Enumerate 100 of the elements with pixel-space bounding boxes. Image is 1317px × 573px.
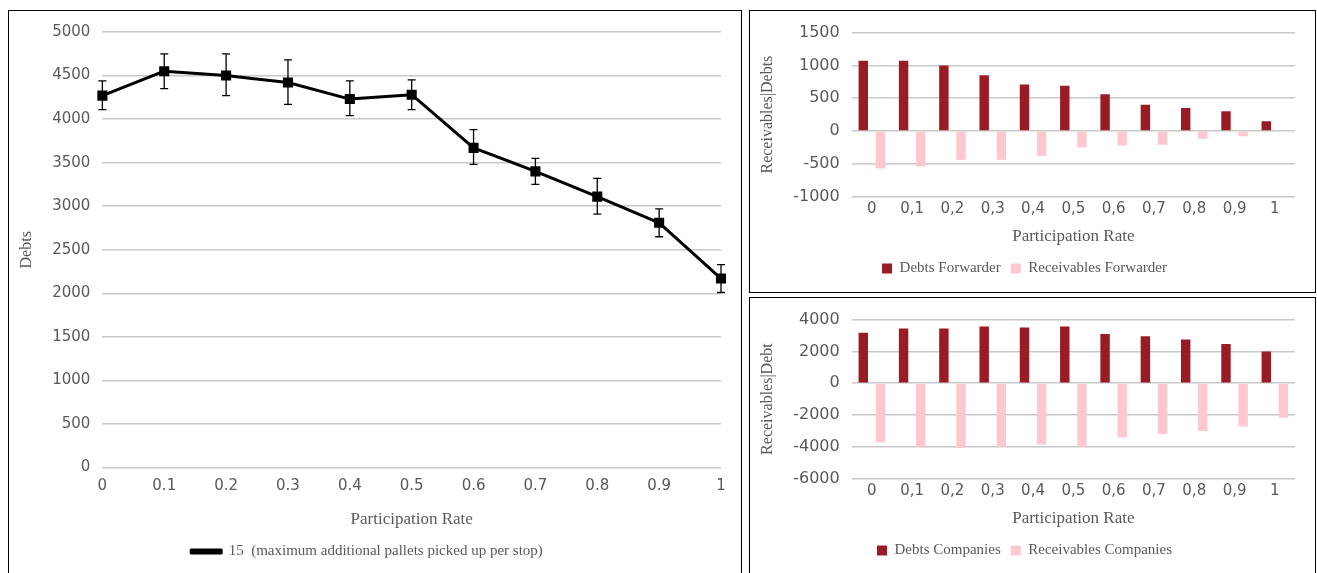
bar — [1180, 339, 1191, 383]
bar — [875, 131, 886, 169]
y-axis-title: Receivables|Debts — [757, 55, 776, 174]
x-tick-label: 0,2 — [940, 481, 965, 500]
x-tick-label: 0 — [867, 199, 877, 218]
x-tick-label: 0.4 — [337, 476, 362, 495]
point — [406, 89, 417, 100]
bar — [1100, 94, 1110, 131]
point — [530, 166, 541, 177]
y-tick-label: 3500 — [52, 152, 91, 171]
bar — [1221, 111, 1231, 131]
bar — [1140, 104, 1151, 131]
bar — [916, 383, 926, 447]
bar — [1036, 131, 1047, 156]
x-tick-label: 0.7 — [523, 476, 548, 495]
point — [159, 66, 170, 77]
x-tick-label: 1 — [716, 476, 726, 495]
x-tick-label: 0,6 — [1101, 199, 1126, 218]
legend-label: Debts Companies — [894, 541, 1001, 558]
point — [344, 94, 355, 105]
point — [97, 90, 108, 101]
bar — [898, 328, 909, 383]
bar — [1261, 121, 1271, 131]
bar — [1238, 383, 1248, 427]
x-tick-label: 0,8 — [1182, 481, 1207, 500]
bar — [1060, 85, 1070, 131]
bar — [956, 131, 966, 160]
x-tick-label: 0,2 — [940, 199, 965, 218]
x-tick-label: 0,6 — [1101, 481, 1126, 500]
bar — [956, 383, 966, 449]
x-tick-label: 0 — [867, 481, 877, 500]
x-tick-label: 1 — [1270, 199, 1280, 218]
y-tick-label: -500 — [803, 152, 840, 172]
x-tick-label: 0 — [97, 476, 108, 495]
x-axis-title: Participation Rate — [350, 509, 473, 529]
bar — [1157, 383, 1168, 434]
y-tick-label: -1000 — [793, 185, 840, 205]
y-tick-label: 0 — [829, 120, 840, 140]
bar — [1238, 131, 1248, 137]
y-tick-label: -6000 — [793, 467, 840, 487]
x-tick-label: 0,7 — [1142, 199, 1166, 218]
bar — [916, 131, 926, 167]
point — [282, 77, 293, 88]
bar — [939, 65, 949, 131]
y-tick-label: 0 — [80, 457, 91, 476]
y-tick-label: 1500 — [798, 21, 840, 41]
bar — [1157, 131, 1168, 145]
bar — [1140, 336, 1151, 383]
y-tick-label: 500 — [61, 413, 91, 432]
x-tick-label: 0.5 — [399, 476, 424, 495]
bar — [1221, 344, 1231, 383]
bar — [1019, 84, 1030, 131]
x-tick-label: 0,5 — [1061, 199, 1086, 218]
point — [592, 191, 603, 202]
x-tick-label: 0.1 — [152, 476, 177, 495]
y-tick-label: 1500 — [52, 326, 91, 345]
bar — [996, 131, 1007, 160]
x-tick-label: 0,9 — [1222, 481, 1247, 500]
x-tick-label: 0,3 — [980, 199, 1005, 218]
bar — [939, 328, 949, 383]
y-tick-label: 500 — [809, 87, 840, 107]
x-tick-label: 0.8 — [585, 476, 610, 495]
bar — [1180, 108, 1191, 131]
bar — [1198, 131, 1208, 139]
bar — [1261, 351, 1271, 383]
bar — [1100, 333, 1110, 383]
y-tick-label: 1000 — [52, 370, 91, 389]
bar — [979, 326, 989, 383]
x-tick-label: 0.6 — [461, 476, 486, 495]
y-tick-label: 3000 — [52, 196, 91, 215]
x-tick-label: 1 — [1270, 481, 1280, 500]
y-axis-title: Receivables|Debt — [757, 342, 776, 455]
x-tick-label: 0,4 — [1021, 481, 1045, 500]
point — [468, 142, 479, 153]
bar — [1077, 131, 1087, 148]
bar — [1117, 131, 1127, 146]
x-tick-label: 0,7 — [1142, 481, 1166, 500]
legend-label: Debts Forwarder — [899, 259, 1001, 276]
x-tick-label: 0,9 — [1222, 199, 1247, 218]
x-tick-label: 0.2 — [214, 476, 239, 495]
x-tick-label: 0,5 — [1061, 481, 1086, 500]
bar — [1060, 326, 1070, 383]
y-tick-label: 5000 — [52, 21, 91, 40]
bar — [1117, 383, 1127, 438]
bar — [996, 383, 1007, 447]
x-axis-title: Participation Rate — [1012, 226, 1135, 246]
x-tick-label: 0,8 — [1182, 199, 1207, 218]
x-tick-label: 0,1 — [900, 199, 925, 218]
x-tick-label: 0.3 — [276, 476, 300, 495]
bar — [1077, 383, 1087, 447]
x-axis-title: Participation Rate — [1012, 508, 1135, 528]
bar — [1198, 383, 1208, 431]
x-tick-label: 0,4 — [1021, 199, 1045, 218]
y-tick-label: -4000 — [793, 435, 840, 455]
bar — [875, 383, 886, 443]
x-tick-label: 0.9 — [647, 476, 672, 495]
bar — [1036, 383, 1047, 445]
legend-label: 15 (maximum additional pallets picked up per stop) — [228, 542, 543, 560]
legend-label: Receivables Companies — [1028, 541, 1173, 558]
bar — [858, 332, 868, 383]
